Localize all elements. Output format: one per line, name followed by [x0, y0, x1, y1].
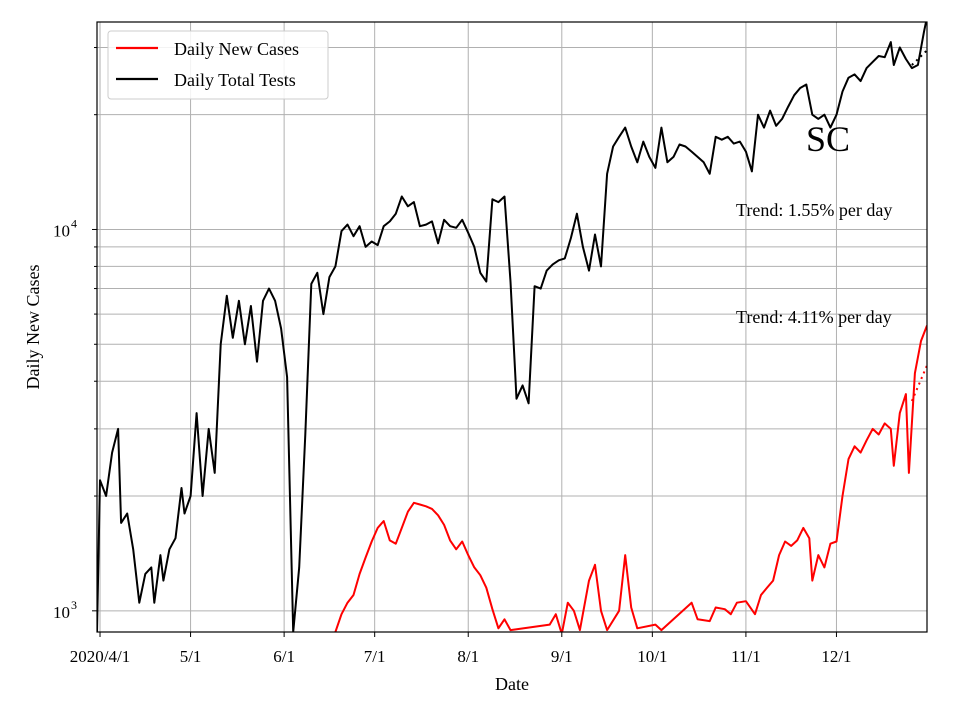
legend-label-cases: Daily New Cases	[174, 39, 299, 59]
plot-frame	[96, 21, 928, 633]
plot-area	[97, 22, 927, 632]
x-tick-label: 6/1	[273, 647, 295, 666]
y-tick-label: 10	[53, 603, 70, 622]
series-line-daily-total-tests	[97, 22, 927, 632]
x-tick-label: 2020/4/1	[70, 647, 130, 666]
y-tick-label: 10	[53, 221, 70, 240]
x-tick-label: 5/1	[180, 647, 202, 666]
y-axis-label: Daily New Cases	[23, 265, 43, 390]
trend-line	[910, 365, 927, 402]
legend-box	[107, 30, 329, 100]
legend-label-tests: Daily Total Tests	[174, 70, 296, 90]
x-axis-label: Date	[495, 674, 529, 694]
axis-ticks: 2020/4/1 5/1 6/1 7/1 8/1 9/1 10/1 11/1 12/110 310…	[53, 47, 852, 666]
y-tick-label-exponent: 4	[71, 216, 77, 230]
x-tick-label: 11/1	[731, 647, 761, 666]
legend: Daily New Cases Daily Total Tests	[107, 30, 329, 100]
x-tick-label: 7/1	[364, 647, 386, 666]
state-label: SC	[806, 119, 850, 159]
series-lines	[97, 22, 927, 632]
x-tick-label: 9/1	[551, 647, 573, 666]
trend-annotation-tests: Trend: 1.55% per day	[736, 200, 892, 220]
trend-annotation-cases: Trend: 4.11% per day	[736, 307, 892, 327]
x-tick-label: 12/1	[821, 647, 851, 666]
series-line-daily-new-cases	[334, 325, 927, 632]
x-tick-label: 8/1	[457, 647, 479, 666]
x-tick-label: 10/1	[637, 647, 667, 666]
y-tick-label-exponent: 3	[71, 598, 77, 612]
